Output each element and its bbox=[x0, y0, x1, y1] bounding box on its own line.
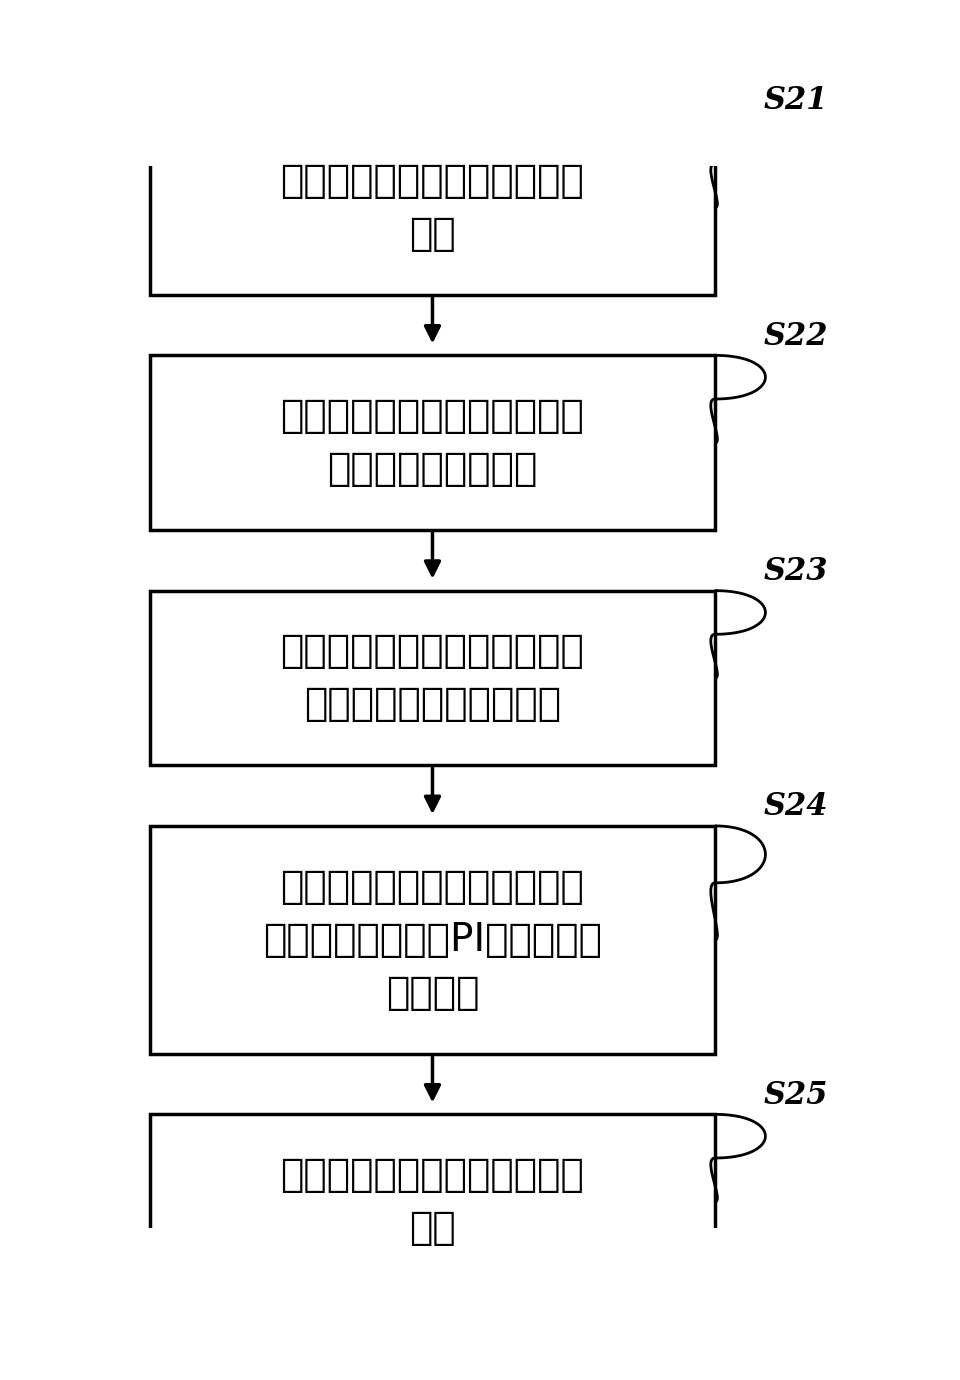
Bar bbox=[150, 825, 715, 1054]
Text: S22: S22 bbox=[763, 320, 828, 352]
Text: 基于当前角速度和上次角速度
的差值，得到当前加速度: 基于当前角速度和上次角速度 的差值，得到当前加速度 bbox=[280, 632, 585, 723]
Bar bbox=[150, 591, 715, 765]
Text: 获取电动车的电机转子的当前
角度: 获取电动车的电机转子的当前 角度 bbox=[280, 161, 585, 253]
Text: S25: S25 bbox=[763, 1079, 828, 1111]
Bar bbox=[150, 1115, 715, 1289]
Text: S21: S21 bbox=[763, 86, 828, 116]
Bar bbox=[150, 355, 715, 530]
Text: S23: S23 bbox=[763, 556, 828, 586]
Bar bbox=[150, 120, 715, 294]
Text: 对当前加速度和预设的加速度
参考值的偏差进行PI调节，得到
转矩电流: 对当前加速度和预设的加速度 参考值的偏差进行PI调节，得到 转矩电流 bbox=[263, 868, 602, 1012]
Text: 基于当前角度和上次角度的差
值，得到当前角速度: 基于当前角度和上次角度的差 值，得到当前角速度 bbox=[280, 397, 585, 489]
Text: S24: S24 bbox=[763, 791, 828, 822]
Text: 基于转矩电流，控制电动车的
速度: 基于转矩电流，控制电动车的 速度 bbox=[280, 1156, 585, 1248]
